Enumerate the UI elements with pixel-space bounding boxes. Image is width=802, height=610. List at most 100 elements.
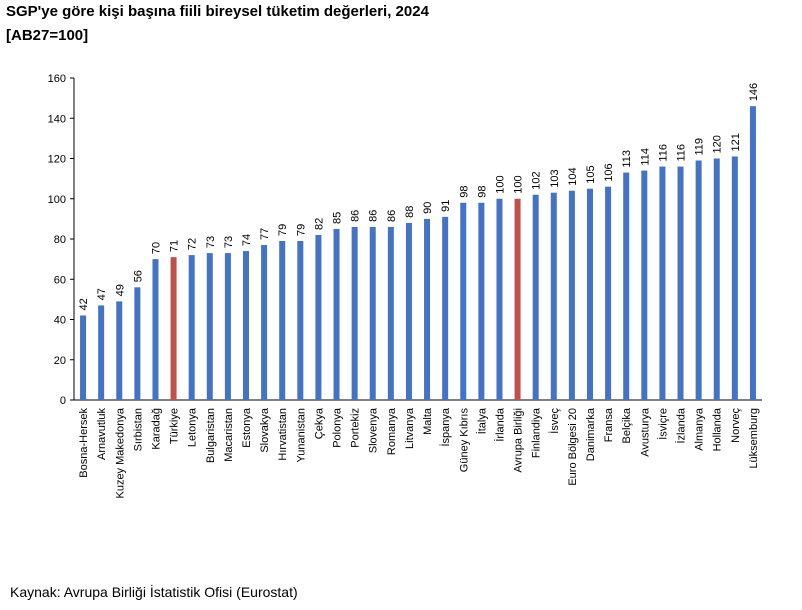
- value-label: 79: [277, 224, 289, 236]
- bar: [731, 156, 738, 400]
- bar: [496, 198, 503, 400]
- bar: [116, 301, 123, 400]
- bar: [351, 226, 358, 400]
- bar: [152, 259, 159, 400]
- value-label: 49: [114, 284, 126, 296]
- bar: [442, 216, 449, 400]
- y-tick-label: 40: [54, 315, 66, 327]
- value-label: 98: [458, 186, 470, 198]
- value-label: 121: [730, 133, 742, 151]
- value-label: 42: [78, 298, 90, 310]
- value-label: 86: [386, 210, 398, 222]
- value-label: 82: [313, 218, 325, 230]
- value-label: 120: [712, 135, 724, 153]
- x-tick-label: Litvanya: [404, 407, 416, 449]
- x-tick-label: İsveç: [548, 408, 561, 434]
- bar: [460, 202, 467, 400]
- x-tick-label: İsviçre: [656, 408, 669, 440]
- x-tick-label: Malta: [422, 407, 434, 435]
- value-label: 73: [223, 236, 235, 248]
- bar: [478, 202, 485, 400]
- y-tick-label: 80: [54, 234, 66, 246]
- value-label: 102: [531, 171, 543, 189]
- value-label: 100: [494, 175, 506, 193]
- bar: [514, 198, 521, 400]
- x-tick-label: Kuzey Makedonya: [114, 407, 126, 498]
- bar: [713, 158, 720, 400]
- value-label: 85: [332, 212, 344, 224]
- value-label: 146: [748, 83, 760, 101]
- value-label: 100: [513, 175, 525, 193]
- x-tick-label: Güney Kıbrıs: [458, 408, 470, 473]
- x-tick-label: Portekiz: [350, 408, 362, 448]
- bar: [170, 257, 177, 400]
- x-tick-label: İtalya: [475, 407, 488, 434]
- value-label: 86: [350, 210, 362, 222]
- x-tick-label: İrlanda: [493, 407, 506, 442]
- value-label: 74: [241, 234, 253, 246]
- bar: [279, 241, 286, 400]
- bar: [424, 218, 431, 400]
- value-label: 106: [603, 163, 615, 181]
- y-tick-label: 60: [54, 274, 66, 286]
- value-label: 70: [150, 242, 162, 254]
- x-tick-label: Çekya: [313, 407, 325, 439]
- x-tick-label: Polonya: [332, 407, 344, 448]
- bar: [261, 245, 268, 400]
- bar: [587, 188, 593, 400]
- bar: [243, 251, 249, 400]
- y-tick-label: 140: [48, 113, 66, 125]
- y-tick-label: 120: [48, 154, 66, 166]
- value-label: 119: [694, 138, 706, 156]
- bar: [641, 170, 648, 400]
- value-label: 47: [96, 288, 108, 300]
- x-tick-label: İspanya: [439, 407, 452, 446]
- y-tick-label: 0: [60, 395, 66, 407]
- bar: [315, 234, 322, 400]
- value-label: 98: [476, 186, 488, 198]
- x-tick-label: Almanya: [694, 407, 706, 451]
- bar: [297, 241, 304, 400]
- value-label: 91: [440, 200, 452, 212]
- value-label: 114: [639, 148, 651, 166]
- value-label: 113: [621, 150, 633, 168]
- value-label: 77: [259, 228, 271, 240]
- x-tick-label: Bosna-Hersek: [78, 408, 90, 478]
- x-tick-label: Macaristan: [223, 408, 235, 462]
- x-tick-label: Slovakya: [259, 407, 271, 453]
- bar: [568, 190, 575, 400]
- value-label: 105: [585, 165, 597, 183]
- value-label: 90: [422, 202, 434, 214]
- bar: [387, 226, 394, 400]
- value-label: 88: [404, 206, 416, 218]
- y-tick-label: 160: [48, 73, 66, 85]
- bar: [532, 194, 539, 400]
- chart-subtitle: [AB27=100]: [6, 27, 88, 44]
- x-tick-label: Norveç: [730, 408, 742, 443]
- x-tick-label: Sırbistan: [132, 408, 144, 451]
- bar: [677, 166, 684, 400]
- value-label: 79: [295, 224, 307, 236]
- value-label: 56: [132, 270, 144, 282]
- x-tick-label: Bulgaristan: [205, 408, 217, 463]
- x-tick-label: Lüksemburg: [748, 408, 760, 469]
- bar: [623, 172, 630, 400]
- bar: [659, 166, 666, 400]
- value-label: 116: [676, 144, 688, 162]
- x-tick-label: Finlandiya: [531, 407, 543, 458]
- x-tick-label: Hollanda: [712, 407, 724, 451]
- x-tick-label: Avrupa Birliği: [513, 408, 525, 473]
- x-tick-label: Arnavutluk: [96, 408, 108, 460]
- y-tick-label: 100: [48, 194, 66, 206]
- bar: [98, 305, 105, 400]
- x-tick-label: Romanya: [386, 407, 398, 455]
- chart-title: SGP'ye göre kişi başına fiili bireysel t…: [6, 3, 430, 20]
- value-label: 103: [549, 169, 561, 187]
- bar: [80, 315, 87, 400]
- y-tick-label: 20: [54, 355, 66, 367]
- x-tick-label: Estonya: [241, 407, 253, 448]
- bar: [605, 186, 612, 400]
- value-label: 86: [368, 210, 380, 222]
- bar: [749, 106, 756, 401]
- value-label: 73: [205, 236, 217, 248]
